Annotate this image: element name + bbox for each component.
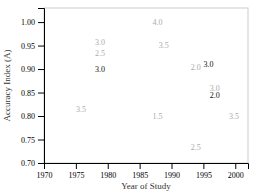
plot: 1970 1975 1980 1985 1990 1995 2000 0.70 0.75 0.80… xyxy=(2,8,249,191)
point-label: 3.5 xyxy=(159,41,169,50)
y-tick: 0.95 xyxy=(21,42,44,51)
x-tick-mark xyxy=(140,163,141,169)
annotations: 3.53.02.53.04.03.51.52.02.53.03.02.03.5 xyxy=(76,18,239,152)
point-label: 2.0 xyxy=(210,91,220,100)
plot-frame xyxy=(44,8,248,163)
y-tick-label: 0.75 xyxy=(21,136,35,145)
x-axis: 1970 1975 1980 1985 1990 1995 2000 xyxy=(37,163,249,180)
y-tick-mark xyxy=(38,93,44,94)
y-tick-mark xyxy=(38,140,44,141)
point-label: 2.0 xyxy=(191,63,201,72)
y-tick-mark xyxy=(38,116,44,117)
x-axis-line xyxy=(45,164,249,170)
point-label: 3.0 xyxy=(95,65,105,74)
point-label: 2.5 xyxy=(95,49,105,58)
x-tick: 1990 xyxy=(164,163,180,180)
chart: 1970 1975 1980 1985 1990 1995 2000 0.70 0.75 0.80… xyxy=(0,0,262,193)
x-tick: 1975 xyxy=(68,163,84,180)
point-label: 1.5 xyxy=(152,112,162,121)
y-tick-mark xyxy=(38,22,44,23)
y-tick: 0.70 xyxy=(21,159,44,168)
point-label: 3.0 xyxy=(95,38,105,47)
y-tick-mark xyxy=(38,46,44,47)
x-tick-mark xyxy=(172,163,173,169)
y-tick-label: 0.95 xyxy=(21,42,35,51)
x-tick: 2000 xyxy=(228,163,244,180)
point-label: 3.5 xyxy=(76,105,86,114)
x-tick-label: 1975 xyxy=(68,171,84,180)
y-tick: 1.00 xyxy=(21,18,44,27)
y-tick-label: 0.90 xyxy=(21,65,35,74)
y-tick: 0.80 xyxy=(21,112,44,121)
x-tick-mark xyxy=(203,163,204,169)
x-tick-mark xyxy=(76,163,77,169)
y-tick-mark xyxy=(38,69,44,70)
x-tick: 1980 xyxy=(100,163,116,180)
y-tick-label: 1.00 xyxy=(21,18,35,27)
y-tick-label: 0.85 xyxy=(21,89,35,98)
x-tick: 1985 xyxy=(132,163,148,180)
x-tick-label: 1980 xyxy=(100,171,116,180)
x-tick-label: 1985 xyxy=(132,171,148,180)
x-axis-title: Year of Study xyxy=(121,181,171,191)
x-tick: 1995 xyxy=(196,163,212,180)
point-label: 2.5 xyxy=(191,143,201,152)
y-tick: 0.90 xyxy=(21,65,44,74)
y-axis: 0.70 0.75 0.80 0.85 0.90 0.95 1.00 xyxy=(21,9,45,169)
point-label: 4.0 xyxy=(152,18,162,27)
x-tick-label: 1995 xyxy=(196,171,212,180)
x-tick-mark xyxy=(235,163,236,169)
x-tick-mark xyxy=(108,163,109,169)
x-tick-label: 1990 xyxy=(164,171,180,180)
x-tick-label: 2000 xyxy=(228,171,244,180)
y-axis-title: Accuracy Index (A) xyxy=(2,50,12,122)
y-tick: 0.85 xyxy=(21,89,44,98)
point-label: 3.0 xyxy=(203,60,213,69)
y-axis-line xyxy=(38,9,45,164)
x-tick-label: 1970 xyxy=(37,171,53,180)
x-tick: 1970 xyxy=(37,163,53,180)
y-tick: 0.75 xyxy=(21,136,44,145)
y-tick-label: 0.70 xyxy=(21,159,35,168)
y-tick-mark xyxy=(38,163,44,164)
point-label: 3.5 xyxy=(229,112,239,121)
y-tick-label: 0.80 xyxy=(21,112,35,121)
